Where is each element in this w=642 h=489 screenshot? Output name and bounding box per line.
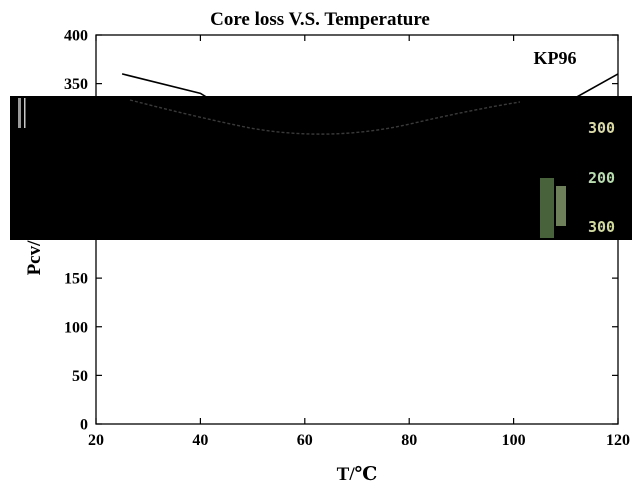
x-tick-label: 40 bbox=[192, 432, 208, 449]
glitch-label: 300 bbox=[588, 119, 615, 137]
glitch-label: 200 bbox=[588, 169, 615, 187]
x-axis-label: T/℃ bbox=[337, 464, 378, 485]
y-axis-label: Pcv/ bbox=[24, 240, 45, 276]
x-tick-label: 100 bbox=[502, 432, 526, 449]
chart-title: Core loss V.S. Temperature bbox=[210, 9, 430, 30]
y-tick-label: 150 bbox=[64, 271, 88, 288]
y-tick-label: 350 bbox=[64, 76, 88, 93]
glitch-band bbox=[10, 96, 632, 240]
x-axis-ticks bbox=[95, 35, 619, 424]
glitch-label: 300 bbox=[588, 218, 615, 236]
image-glitch-overlay: 300 200 300 bbox=[10, 96, 632, 240]
glitch-bar bbox=[18, 98, 21, 128]
x-tick-label: 20 bbox=[88, 432, 104, 449]
series-annotation-kp96: KP96 bbox=[534, 48, 577, 68]
x-tick-label: 120 bbox=[606, 432, 630, 449]
glitch-noise bbox=[556, 186, 566, 226]
y-tick-label: 100 bbox=[64, 319, 88, 336]
x-tick-label: 80 bbox=[401, 432, 417, 449]
glitch-curve-trace bbox=[129, 99, 521, 135]
glitch-noise bbox=[540, 178, 554, 238]
x-tick-label: 60 bbox=[297, 432, 313, 449]
y-tick-label: 50 bbox=[72, 368, 88, 385]
glitch-bar bbox=[24, 98, 26, 128]
y-tick-label: 0 bbox=[80, 417, 88, 434]
x-axis-tick-labels: 20 40 60 80 100 120 bbox=[88, 432, 630, 449]
y-tick-label: 400 bbox=[64, 28, 88, 45]
